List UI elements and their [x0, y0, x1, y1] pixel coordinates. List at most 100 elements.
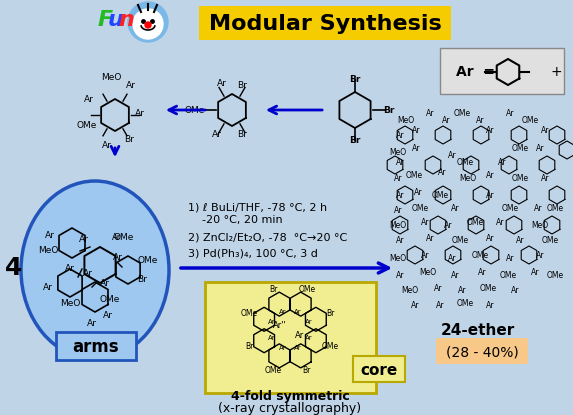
Circle shape	[133, 9, 163, 39]
Text: OMe: OMe	[521, 115, 539, 124]
Text: Ar: Ar	[414, 188, 422, 196]
Text: OMe: OMe	[512, 173, 528, 183]
Text: Ar: Ar	[541, 125, 550, 134]
Text: Ar: Ar	[421, 217, 429, 227]
Text: Br: Br	[303, 366, 311, 375]
Text: Br: Br	[269, 285, 277, 294]
Text: arms: arms	[73, 338, 119, 356]
Text: 24-ether: 24-ether	[441, 322, 515, 337]
Text: Ar: Ar	[396, 190, 404, 200]
Text: Ar: Ar	[396, 158, 404, 166]
Text: Ar: Ar	[100, 278, 110, 288]
Text: MeO: MeO	[398, 115, 414, 124]
Text: OMe: OMe	[547, 203, 564, 212]
Text: OMe: OMe	[472, 251, 489, 259]
Text: Ar: Ar	[451, 271, 459, 279]
Text: Ar: Ar	[536, 144, 544, 152]
Text: Ar: Ar	[531, 268, 539, 276]
Text: Br: Br	[137, 274, 147, 283]
Text: Ar: Ar	[426, 234, 434, 242]
Text: MeO: MeO	[38, 246, 58, 254]
Text: Ar: Ar	[438, 168, 446, 176]
Text: OMe: OMe	[501, 203, 519, 212]
Text: OMe: OMe	[406, 171, 422, 180]
Text: OMe: OMe	[185, 105, 205, 115]
Text: Ar  =: Ar =	[456, 65, 495, 79]
Text: Ar: Ar	[516, 235, 524, 244]
Text: Ar: Ar	[506, 108, 514, 117]
Text: Ar: Ar	[434, 283, 442, 293]
Text: Br: Br	[383, 105, 395, 115]
Text: Ar: Ar	[294, 345, 301, 352]
Text: Ar: Ar	[102, 141, 112, 149]
Text: Ar: Ar	[268, 334, 276, 341]
Text: MeO: MeO	[390, 147, 407, 156]
Text: Ar: Ar	[486, 190, 494, 200]
Text: Ar: Ar	[534, 203, 542, 212]
Text: OMe: OMe	[138, 256, 158, 264]
Text: Ar: Ar	[268, 320, 276, 325]
Text: OMe: OMe	[431, 190, 449, 200]
Text: Ar: Ar	[278, 345, 286, 352]
Text: OMe: OMe	[457, 298, 473, 308]
Text: Ar: Ar	[217, 80, 227, 88]
FancyBboxPatch shape	[199, 6, 451, 40]
Text: Ar: Ar	[394, 173, 402, 183]
Text: Ar: Ar	[448, 151, 456, 159]
Text: OMe: OMe	[299, 285, 315, 294]
Text: u: u	[108, 10, 124, 30]
Text: Ar: Ar	[442, 115, 450, 124]
FancyBboxPatch shape	[205, 282, 376, 393]
Text: MeO: MeO	[531, 220, 548, 229]
Text: 1) ℓ BuLi/THF, -78 °C, 2 h: 1) ℓ BuLi/THF, -78 °C, 2 h	[188, 202, 327, 212]
Circle shape	[128, 2, 168, 42]
Text: Ar: Ar	[294, 308, 301, 315]
Text: OMe: OMe	[500, 271, 517, 279]
Text: (28 - 40%): (28 - 40%)	[446, 345, 519, 359]
Text: Ar: Ar	[126, 81, 136, 90]
Text: MeO: MeO	[390, 254, 407, 263]
Text: Ar: Ar	[45, 230, 55, 239]
Text: Br: Br	[327, 309, 335, 317]
Text: Ar: Ar	[476, 115, 484, 124]
Text: n: n	[118, 10, 134, 30]
Text: Ar: Ar	[305, 334, 312, 341]
Text: Ar: Ar	[498, 158, 507, 166]
FancyBboxPatch shape	[436, 338, 528, 364]
Text: 4-fold symmetric: 4-fold symmetric	[230, 390, 350, 403]
Text: Ar: Ar	[426, 108, 434, 117]
FancyBboxPatch shape	[56, 332, 136, 360]
Text: Br: Br	[237, 129, 247, 139]
Text: Ar: Ar	[278, 308, 286, 315]
Text: Ar: Ar	[103, 310, 113, 320]
Text: Ar: Ar	[478, 268, 486, 276]
Text: OMe: OMe	[512, 144, 528, 152]
Text: core: core	[360, 362, 398, 378]
Text: OMe: OMe	[265, 366, 282, 375]
Text: Ar: Ar	[496, 217, 504, 227]
Text: Ar: Ar	[486, 125, 494, 134]
Text: Ar: Ar	[305, 320, 312, 325]
Text: Ar: Ar	[506, 254, 514, 263]
Text: Ar: Ar	[536, 251, 544, 259]
Text: Ar: Ar	[113, 252, 123, 261]
Text: Br: Br	[237, 81, 247, 90]
Text: MeO: MeO	[402, 286, 418, 295]
Text: Ar: Ar	[79, 234, 89, 244]
Text: Ar: Ar	[412, 144, 420, 152]
Text: Ar: Ar	[486, 234, 494, 242]
Text: Ar: Ar	[421, 251, 429, 259]
Text: +: +	[550, 65, 562, 79]
Text: Ar: Ar	[87, 318, 97, 327]
Text: Ar: Ar	[65, 264, 75, 273]
Circle shape	[145, 22, 151, 28]
Text: MeO: MeO	[101, 73, 121, 81]
Text: Ar: Ar	[43, 283, 53, 291]
Text: Ar: Ar	[486, 300, 494, 310]
Text: OMe: OMe	[453, 108, 470, 117]
Text: Ar: Ar	[84, 95, 94, 103]
Text: Modular Synthesis: Modular Synthesis	[209, 14, 441, 34]
Text: Ar: Ar	[411, 300, 419, 310]
Text: OMe: OMe	[241, 309, 258, 317]
Text: Ar: Ar	[396, 235, 404, 244]
